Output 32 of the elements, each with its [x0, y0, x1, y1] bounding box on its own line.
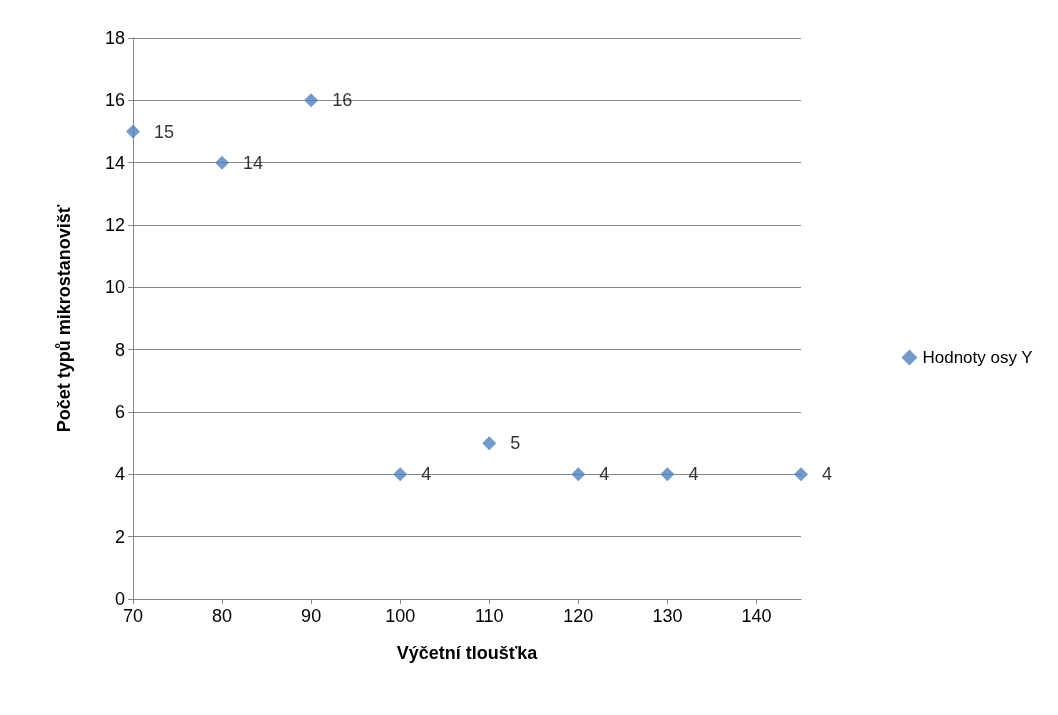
- point: [126, 124, 140, 139]
- x-axis-title: Výčetní tloušťka: [396, 643, 539, 663]
- y-tick-label: 10: [104, 277, 125, 298]
- point: [215, 155, 230, 170]
- y-axis-title: Počet typů mikrostanovišť: [54, 204, 74, 433]
- point: [794, 467, 808, 482]
- x-tick-label: 110: [474, 606, 504, 626]
- y-tick-label: 0: [114, 589, 125, 609]
- y-tick-label: 4: [114, 464, 125, 485]
- x-tick-label: 70: [122, 606, 144, 626]
- x-tick-label: 120: [563, 606, 594, 626]
- y-tick-label: 16: [104, 90, 125, 111]
- x-tick-label: 100: [385, 606, 416, 626]
- point: [571, 467, 586, 482]
- data-label: 5: [510, 433, 521, 454]
- x-tick-label: 140: [741, 606, 772, 626]
- y-tick-label: 2: [114, 526, 125, 547]
- x-tick-label: 130: [652, 606, 683, 626]
- data-label: 4: [822, 464, 833, 485]
- x-tick-label: 80: [212, 606, 233, 626]
- point: [304, 93, 319, 108]
- legend-label: Hodnoty osy Y: [922, 348, 1033, 367]
- point: [482, 436, 497, 451]
- y-tick-label: 12: [104, 215, 125, 235]
- y-tick-label: 18: [104, 28, 125, 48]
- y-tick-label: 6: [114, 402, 125, 422]
- data-label: 15: [154, 121, 175, 142]
- y-tick-label: 14: [104, 152, 125, 173]
- point: [393, 467, 408, 482]
- y-tick-label: 8: [114, 339, 125, 360]
- point: [660, 467, 675, 482]
- x-tick-label: 90: [301, 606, 322, 626]
